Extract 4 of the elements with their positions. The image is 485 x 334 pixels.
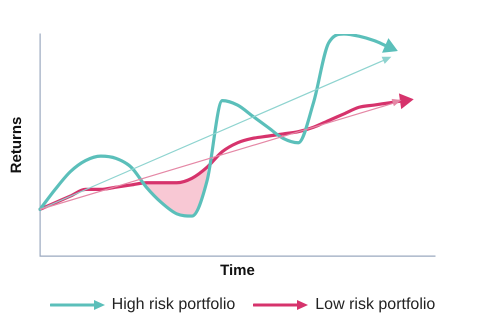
y-axis-title: Returns [8, 116, 26, 174]
legend-label: Low risk portfolio [315, 296, 436, 314]
x-axis-title: Time [220, 262, 255, 280]
legend-label: High risk portfolio [112, 296, 236, 314]
